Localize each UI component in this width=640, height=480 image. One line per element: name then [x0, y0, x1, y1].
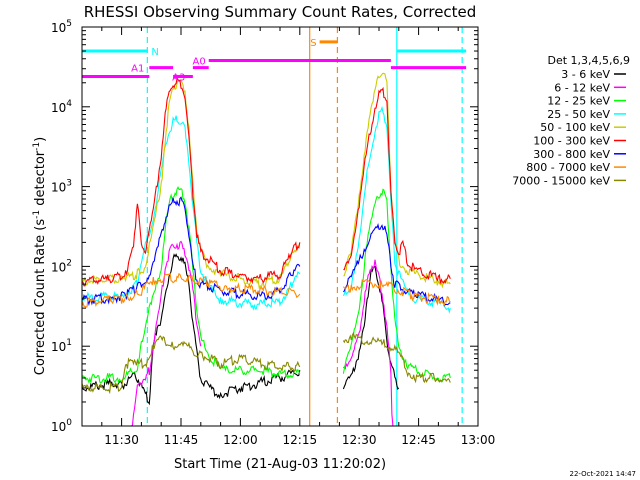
- footer-date: 22-Oct-2021 14:47: [570, 470, 636, 478]
- y-tick-label-exp: 4: [66, 99, 72, 109]
- y-tick-label-base: 10: [51, 420, 66, 434]
- state-bar-label: A3: [172, 72, 185, 83]
- series-line-300-800-kev-seg2: [342, 222, 451, 307]
- y-tick-label-exp: 0: [66, 418, 72, 428]
- state-bar-label: N: [151, 47, 158, 58]
- series-line-12-25-kev-seg2: [342, 188, 451, 383]
- y-axis-label-part2: detector: [33, 150, 48, 210]
- x-tick-label: 11:45: [164, 433, 199, 447]
- y-tick-label-base: 10: [51, 260, 66, 274]
- y-tick-label-exp: 5: [66, 19, 72, 29]
- legend-label: 12 - 25 keV: [547, 95, 610, 108]
- attenuator-bars: N S A0 A1 A3: [82, 38, 467, 83]
- chart-title: RHESSI Observing Summary Count Rates, Co…: [84, 3, 477, 21]
- series-line-3-6-kev: [81, 253, 301, 406]
- series-line-800-7000-kev: [81, 272, 301, 308]
- y-axis-label-part3: ): [33, 137, 48, 142]
- series-line-6-12-kev: [129, 240, 202, 427]
- series-line-300-800-kev: [81, 196, 301, 307]
- state-bar-label: A0: [193, 57, 206, 68]
- y-tick-label-exp: 3: [66, 179, 72, 189]
- y-tick-label-exp: 1: [66, 338, 72, 348]
- y-tick-label-base: 10: [51, 340, 66, 354]
- x-tick-label: 13:00: [461, 433, 496, 447]
- x-tick-label: 12:15: [283, 433, 318, 447]
- state-bar-label: S: [310, 38, 316, 49]
- legend-title: Det 1,3,4,5,6,9: [547, 54, 630, 67]
- y-axis-label-part1: Corrected Count Rate (s: [33, 219, 48, 376]
- series-line-6-12-kev-seg2: [343, 259, 394, 427]
- y-tick-label-base: 10: [51, 21, 66, 35]
- y-tick-label: 104: [51, 99, 72, 115]
- x-axis-label: Start Time (21-Aug-03 11:20:02): [174, 457, 386, 472]
- y-tick-label-base: 10: [51, 101, 66, 115]
- y-tick-label: 103: [51, 179, 72, 195]
- series-line-50-100-kev-seg2: [343, 72, 451, 289]
- plot-frame: [81, 26, 479, 427]
- legend-label: 100 - 300 keV: [533, 135, 610, 148]
- series-line-7000-15000-kev: [81, 335, 301, 395]
- legend-label: 7000 - 15000 keV: [512, 174, 610, 187]
- series-line-12-25-kev: [81, 186, 301, 384]
- legend-label: 25 - 50 keV: [547, 108, 610, 121]
- y-tick-label-exp: 2: [66, 258, 72, 268]
- y-axis-label-sup2: -1: [32, 142, 42, 151]
- data-series: [81, 72, 451, 427]
- legend-label: 6 - 12 keV: [554, 81, 610, 94]
- x-tick-label: 11:30: [104, 433, 139, 447]
- y-tick-label: 101: [51, 338, 72, 354]
- y-tick-label-base: 10: [51, 181, 66, 195]
- y-axis-label: Corrected Count Rate (s-1 detector-1): [32, 137, 48, 375]
- x-tick-label: 12:45: [401, 433, 436, 447]
- x-tick-label: 12:00: [223, 433, 258, 447]
- series-line-25-50-kev-seg2: [342, 105, 451, 314]
- legend-label: 3 - 6 keV: [561, 68, 610, 81]
- series-line-800-7000-kev-seg2: [342, 278, 451, 307]
- y-tick-label: 105: [51, 19, 72, 35]
- state-bar-label: A1: [131, 64, 144, 75]
- legend-label: 50 - 100 keV: [540, 121, 610, 134]
- x-tick-label: 12:30: [342, 433, 377, 447]
- y-axis-label-sup1: -1: [32, 210, 42, 219]
- series-line-100-300-kev: [81, 77, 301, 287]
- y-tick-label: 102: [51, 258, 72, 274]
- series-line-100-300-kev-seg2: [343, 86, 451, 284]
- legend-label: 300 - 800 keV: [533, 148, 610, 161]
- legend-label: 800 - 7000 keV: [526, 161, 610, 174]
- y-tick-label: 100: [51, 418, 72, 434]
- series-line-7000-15000-kev-seg2: [342, 331, 451, 384]
